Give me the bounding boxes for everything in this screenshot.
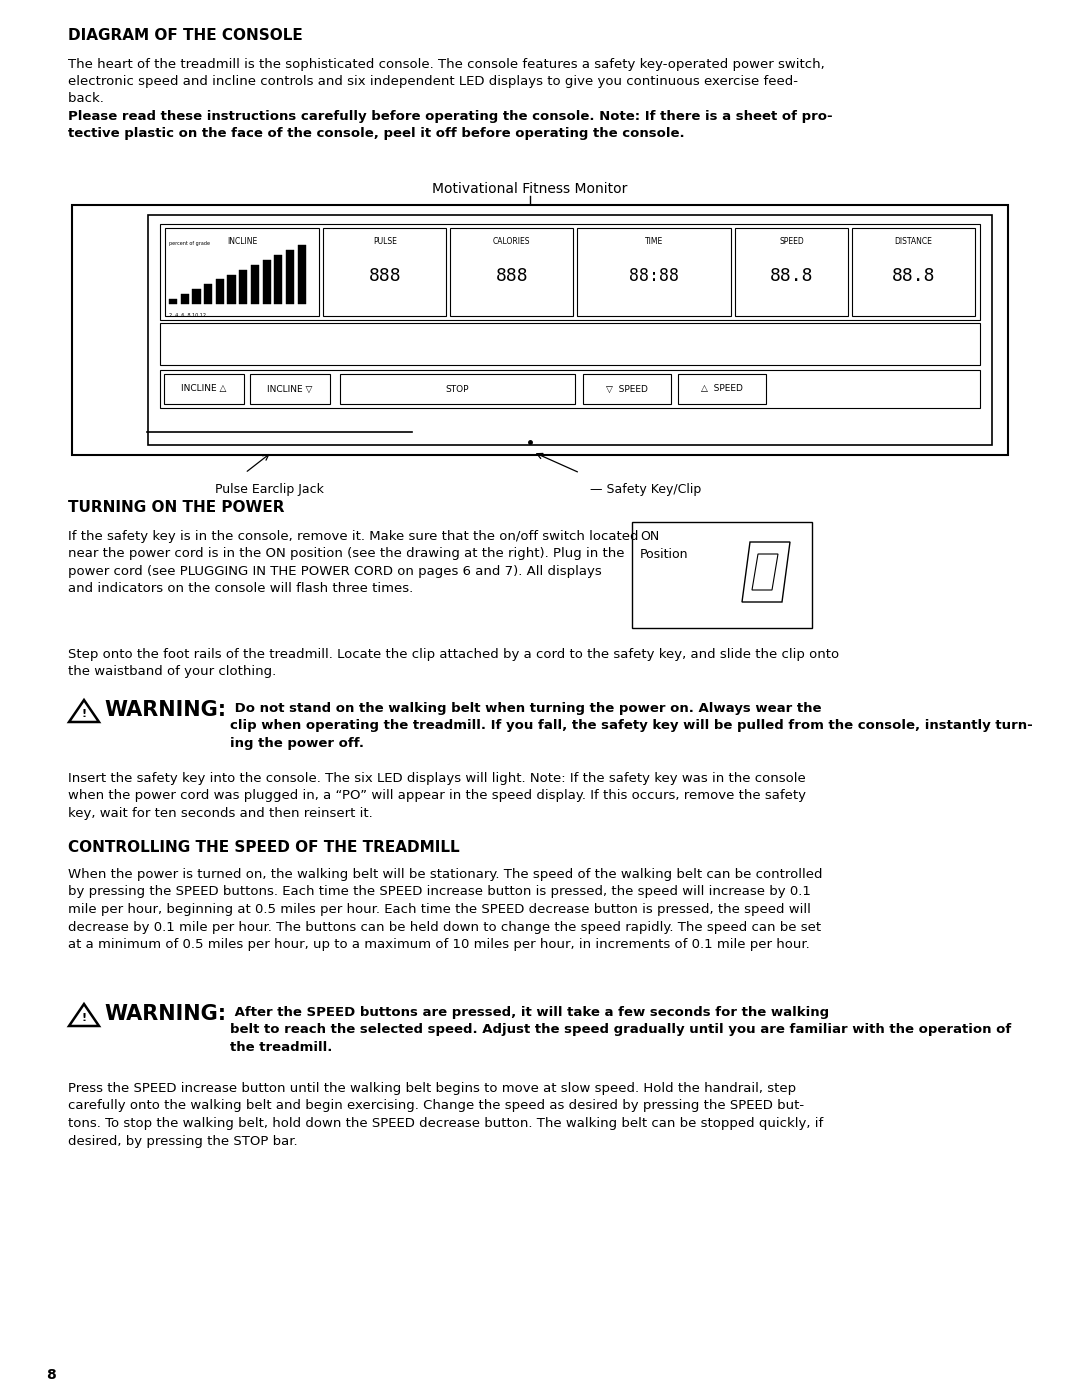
Text: Do not stand on the walking belt when turning the power on. Always wear the
clip: Do not stand on the walking belt when tu… <box>230 702 1032 751</box>
Text: Step onto the foot rails of the treadmill. Locate the clip attached by a cord to: Step onto the foot rails of the treadmil… <box>68 649 839 678</box>
Text: ▽  SPEED: ▽ SPEED <box>606 385 648 393</box>
Text: When the power is turned on, the walking belt will be stationary. The speed of t: When the power is turned on, the walking… <box>68 868 823 951</box>
Text: 88.8: 88.8 <box>770 266 813 285</box>
Bar <box>192 289 201 304</box>
Text: TIME: TIME <box>645 237 663 246</box>
Text: INCLINE: INCLINE <box>227 237 257 246</box>
Bar <box>450 227 573 317</box>
Bar <box>249 374 330 405</box>
Text: Motivational Fitness Monitor: Motivational Fitness Monitor <box>432 181 627 197</box>
Text: DISTANCE: DISTANCE <box>894 237 932 246</box>
Text: SPEED: SPEED <box>780 237 805 246</box>
Text: — Safety Key/Clip: — Safety Key/Clip <box>590 483 701 497</box>
Bar <box>180 294 189 304</box>
Text: !: ! <box>81 1013 86 1023</box>
Text: 888: 888 <box>368 266 401 285</box>
Text: ON
Position: ON Position <box>640 530 689 561</box>
Bar <box>72 205 1008 455</box>
Text: Insert the safety key into the console. The six LED displays will light. Note: I: Insert the safety key into the console. … <box>68 771 806 820</box>
Text: percent of grade: percent of grade <box>168 241 210 246</box>
Bar <box>168 299 177 304</box>
Text: CONTROLLING THE SPEED OF THE TREADMILL: CONTROLLING THE SPEED OF THE TREADMILL <box>68 840 460 855</box>
Bar <box>148 215 993 445</box>
Bar <box>204 285 213 304</box>
Bar <box>735 227 848 317</box>
Bar <box>228 275 235 304</box>
Bar <box>274 255 283 304</box>
Text: STOP: STOP <box>446 385 469 393</box>
Text: 2  4  6  8 10 12: 2 4 6 8 10 12 <box>168 312 206 318</box>
Text: Pulse Earclip Jack: Pulse Earclip Jack <box>215 483 324 497</box>
Text: △  SPEED: △ SPEED <box>701 385 743 393</box>
Text: INCLINE ▽: INCLINE ▽ <box>268 385 313 393</box>
Text: WARNING:: WARNING: <box>104 700 226 720</box>
Bar <box>852 227 975 317</box>
Text: TURNING ON THE POWER: TURNING ON THE POWER <box>68 499 284 515</box>
Bar <box>216 279 224 304</box>
Bar <box>298 246 306 304</box>
Bar <box>340 374 575 405</box>
Text: The heart of the treadmill is the sophisticated console. The console features a : The heart of the treadmill is the sophis… <box>68 59 825 105</box>
Bar <box>632 522 812 628</box>
Bar <box>160 370 980 407</box>
Text: INCLINE △: INCLINE △ <box>181 385 227 393</box>
Text: DIAGRAM OF THE CONSOLE: DIAGRAM OF THE CONSOLE <box>68 28 302 43</box>
Text: 888: 888 <box>496 266 528 285</box>
Bar <box>286 250 294 304</box>
Bar <box>160 225 980 319</box>
Text: After the SPEED buttons are pressed, it will take a few seconds for the walking
: After the SPEED buttons are pressed, it … <box>230 1006 1011 1055</box>
Bar <box>323 227 446 317</box>
Bar <box>164 374 244 405</box>
Text: 88.8: 88.8 <box>892 266 935 285</box>
Bar <box>577 227 731 317</box>
Bar <box>583 374 671 405</box>
Bar <box>165 227 320 317</box>
Bar <box>678 374 766 405</box>
Bar <box>239 269 247 304</box>
Bar <box>262 259 271 304</box>
Text: !: ! <box>81 709 86 718</box>
Text: PULSE: PULSE <box>373 237 396 246</box>
Text: WARNING:: WARNING: <box>104 1004 226 1024</box>
Text: 8: 8 <box>46 1368 56 1382</box>
Text: If the safety key is in the console, remove it. Make sure that the on/off switch: If the safety key is in the console, rem… <box>68 530 638 596</box>
Bar <box>160 324 980 365</box>
Text: Please read these instructions carefully before operating the console. Note: If : Please read these instructions carefully… <box>68 110 833 140</box>
Text: CALORIES: CALORIES <box>492 237 530 246</box>
Text: Press the SPEED increase button until the walking belt begins to move at slow sp: Press the SPEED increase button until th… <box>68 1083 823 1148</box>
Bar <box>251 265 259 304</box>
Text: 88:88: 88:88 <box>630 266 679 285</box>
